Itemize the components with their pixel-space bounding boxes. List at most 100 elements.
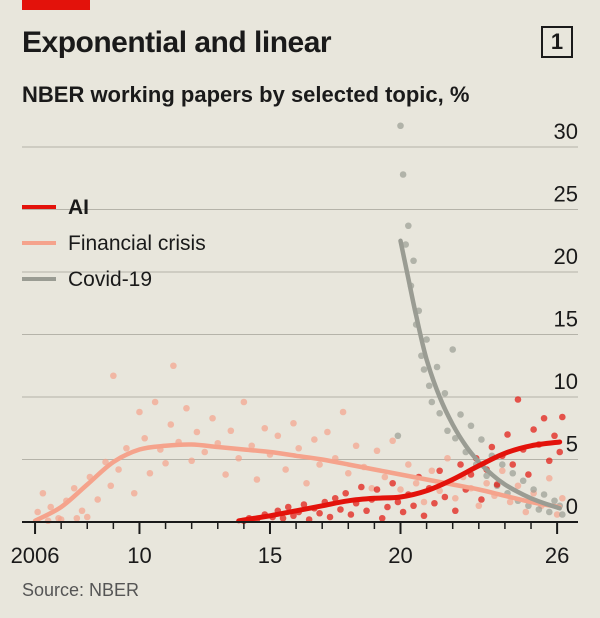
ai-point-31: [410, 502, 417, 510]
financial-point-69: [506, 498, 514, 506]
financial-point-22: [170, 362, 177, 370]
ai-point-53: [525, 471, 532, 478]
financial-point-41: [295, 444, 302, 452]
ai-point-56: [540, 414, 548, 422]
financial-point-62: [452, 494, 459, 502]
y-tick-label-15: 15: [554, 307, 578, 332]
ai-point-37: [441, 493, 449, 501]
financial-point-9: [102, 458, 109, 466]
covid-point-2: [399, 171, 407, 178]
grid-lines: [22, 146, 578, 460]
covid-trend-line: [398, 238, 562, 511]
chart-number-badge: 1: [541, 26, 573, 58]
ai-point-10: [300, 501, 308, 508]
ai-point-60: [559, 413, 566, 421]
financial-trend-line: [32, 442, 562, 524]
financial-point-16: [141, 434, 148, 442]
financial-point-76: [559, 494, 566, 502]
financial-point-65: [475, 502, 483, 510]
y-tick-label-20: 20: [554, 244, 578, 269]
x-axis: [22, 521, 578, 534]
ai-point-51: [514, 396, 522, 403]
covid-point-4: [405, 222, 412, 230]
covid-point-40: [559, 511, 566, 518]
ai-point-57: [545, 457, 553, 465]
ai-point-50: [509, 461, 517, 468]
ai-point-46: [488, 443, 496, 451]
y-tick-label-30: 30: [554, 119, 578, 144]
covid-point-35: [535, 506, 543, 513]
covid-point-36: [540, 491, 548, 498]
ai-point-59: [556, 448, 564, 456]
financial-point-30: [222, 471, 229, 478]
covid-point-12: [425, 382, 433, 390]
legend: AI Financial crisis Covid-19: [22, 196, 206, 291]
y-tick-label-25: 25: [554, 182, 578, 207]
financial-point-75: [553, 511, 561, 518]
financial-point-40: [290, 419, 297, 427]
x-tick-label-15: 15: [258, 543, 282, 568]
trend-lines: [32, 238, 563, 524]
financial-point-20: [162, 459, 169, 467]
covid-point-11: [423, 336, 430, 343]
financial-point-51: [368, 484, 376, 492]
covid-point-3: [402, 241, 410, 248]
ai-point-18: [342, 489, 349, 497]
ai-point-35: [431, 499, 438, 507]
financial-point-2: [47, 503, 55, 511]
financial-point-36: [261, 424, 269, 432]
financial-point-55: [397, 486, 404, 493]
y-tick-label-10: 10: [554, 369, 578, 394]
ai-point-27: [389, 479, 396, 487]
source-note: Source: NBER: [22, 580, 140, 600]
financial-point-39: [282, 466, 289, 473]
covid-point-37: [545, 508, 553, 516]
ai-point-36: [436, 467, 443, 475]
ai-point-13: [316, 509, 323, 517]
covid-point-16: [441, 389, 449, 397]
covid-point-20: [457, 411, 464, 418]
ai-point-7: [284, 503, 292, 511]
x-axis-tick-labels: 2006 10 15 20 26: [11, 543, 570, 568]
financial-point-45: [324, 428, 331, 436]
ai-point-24: [373, 486, 381, 493]
ai-point-40: [457, 461, 464, 468]
financial-point-10: [107, 482, 115, 490]
ai-point-25: [378, 514, 386, 522]
covid-point-24: [478, 436, 485, 443]
covid-point-38: [551, 497, 558, 505]
legend-label-financial-crisis: Financial crisis: [68, 232, 206, 255]
ai-point-17: [337, 506, 344, 513]
covid-point-0: [394, 432, 402, 440]
financial-point-44: [316, 461, 323, 468]
y-tick-label-5: 5: [566, 432, 578, 457]
financial-point-47: [339, 408, 347, 416]
covid-point-34: [530, 486, 537, 493]
financial-point-14: [130, 489, 138, 497]
brand-accent-bar: [22, 0, 90, 10]
financial-point-61: [444, 454, 451, 462]
financial-point-58: [420, 498, 428, 506]
covid-point-6: [410, 257, 417, 265]
financial-point-71: [522, 508, 530, 516]
financial-point-57: [412, 479, 420, 487]
financial-point-15: [136, 408, 143, 416]
financial-point-28: [209, 414, 216, 422]
covid-point-32: [519, 477, 527, 485]
covid-point-18: [449, 346, 457, 353]
ai-point-6: [279, 514, 287, 522]
financial-point-1: [39, 489, 47, 497]
financial-point-25: [188, 457, 195, 465]
financial-point-6: [78, 507, 86, 515]
financial-point-26: [193, 428, 201, 436]
ai-point-16: [331, 494, 339, 502]
financial-point-54: [389, 437, 396, 445]
x-tick-label-2006: 2006: [11, 543, 60, 568]
covid-point-13: [428, 398, 436, 406]
financial-point-34: [248, 442, 256, 450]
financial-point-31: [227, 427, 235, 435]
financial-point-48: [344, 469, 352, 477]
covid-point-14: [433, 363, 441, 371]
financial-point-52: [373, 447, 381, 455]
